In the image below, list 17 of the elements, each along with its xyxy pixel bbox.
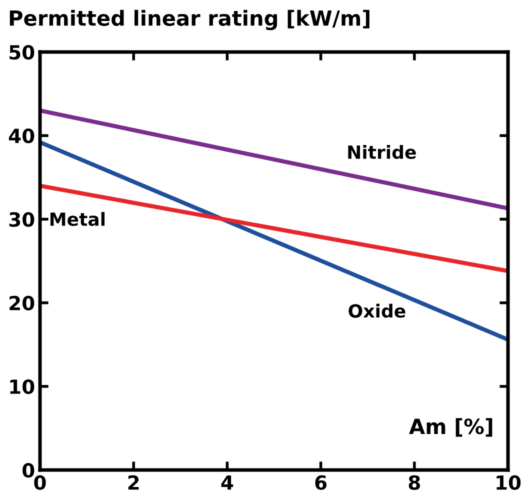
x-tick-label: 6 [315,475,327,490]
y-tick-label: 0 [22,462,34,478]
chart-title: Permitted linear rating [kW/m] [10,10,370,30]
x-tick-label: 8 [408,475,420,490]
x-tick-label: 2 [128,475,139,490]
x-axis-title: Am [%] [409,418,492,437]
series-label: Oxide [348,304,406,318]
y-tick-label: 20 [10,296,34,310]
x-tick-label: 0 [34,475,46,490]
series-label: Nitride [348,145,416,159]
y-tick-label: 50 [10,44,34,60]
x-tick-label: 10 [496,475,521,490]
y-tick-label: 30 [9,212,34,227]
y-tick-label: 10 [10,379,34,394]
x-tick-label: 4 [221,475,234,490]
y-tick-label: 40 [8,128,34,144]
series-label: Metal [50,212,105,226]
